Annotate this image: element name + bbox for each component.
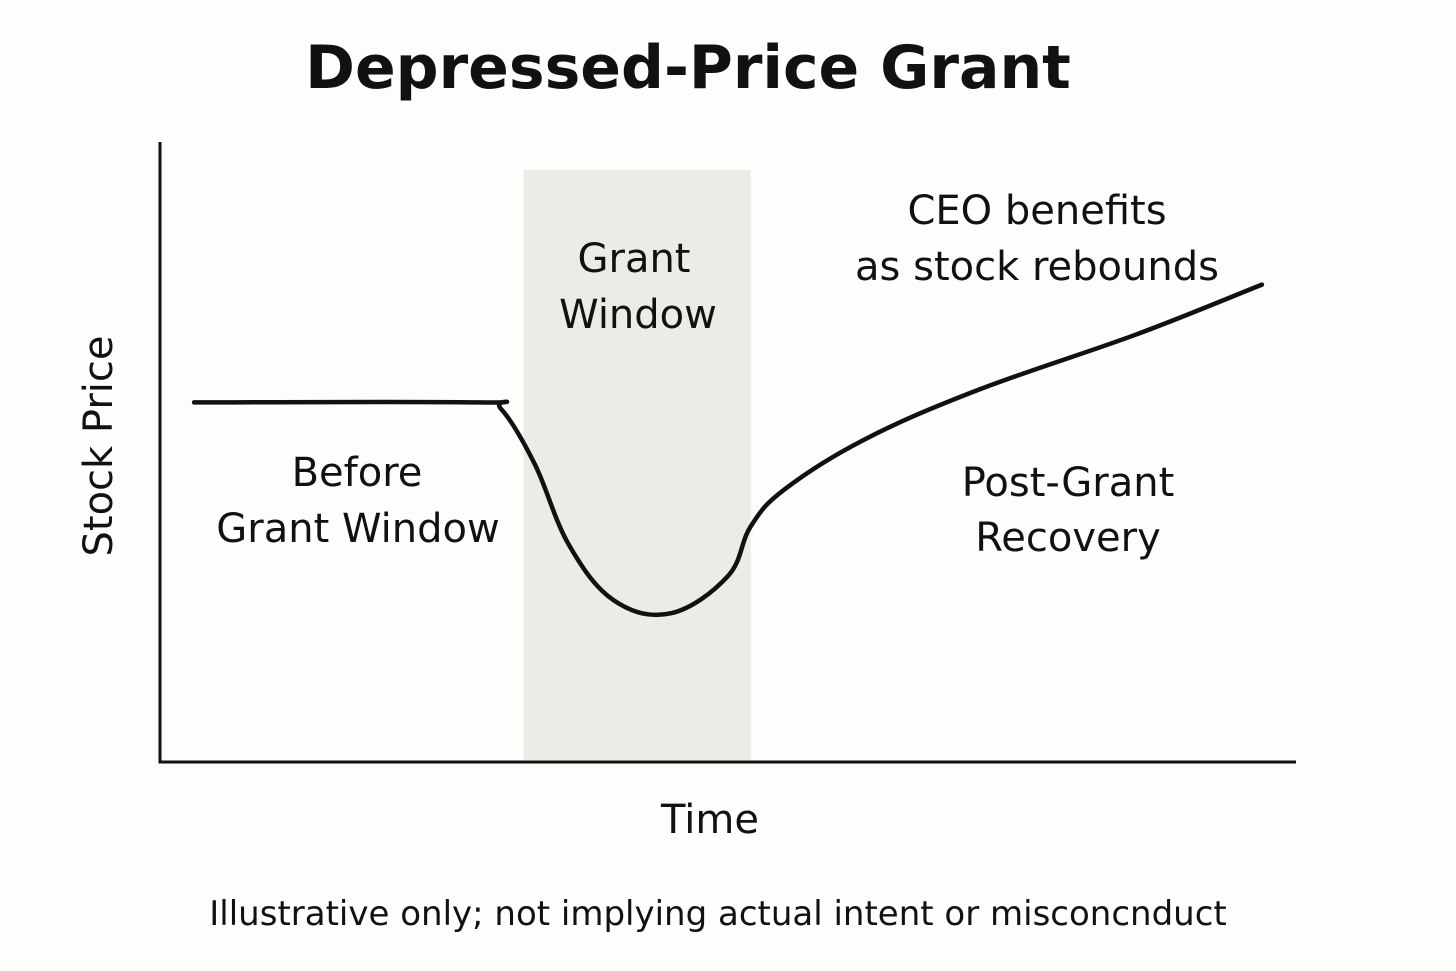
benefit-annotation-line2: as stock rebounds (855, 244, 1219, 290)
before-annotation-line2: Grant Window (216, 506, 499, 552)
post-grant-annotation-line1: Post-Grant (962, 460, 1175, 506)
grant-window-label-line1: Grant (578, 236, 691, 282)
stock-price-line (191, 282, 1265, 618)
footnote: Illustrative only; not implying actual i… (209, 894, 1226, 934)
post-grant-annotation-line2: Recovery (975, 515, 1160, 561)
y-axis-label: Stock Price (76, 336, 122, 557)
grant-window-shade (523, 170, 751, 760)
benefit-annotation-line1: CEO benefits (907, 188, 1166, 234)
before-annotation-line1: Before (292, 450, 423, 496)
x-axis-label: Time (660, 797, 759, 843)
chart-title: Depressed-Price Grant (305, 33, 1071, 103)
grant-window-label-line2: Window (559, 292, 717, 338)
